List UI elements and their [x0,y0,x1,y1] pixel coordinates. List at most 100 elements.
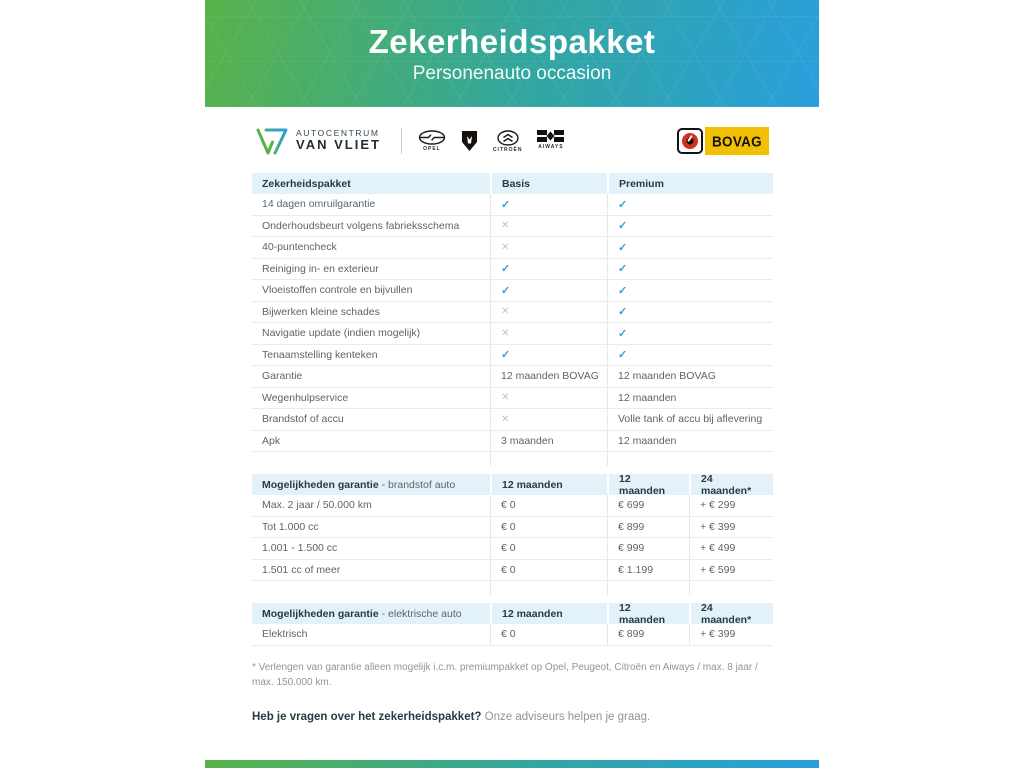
table-row: Max. 2 jaar / 50.000 km € 0 € 699 + € 299 [252,495,773,517]
cell-col3: + € 299 [689,495,773,516]
flyer-card: Zekerheidspakket Personenauto occasion A… [205,0,819,768]
bovag-badge-icon [676,128,703,154]
closing-answer: Onze adviseurs helpen je graag. [481,710,651,723]
aiways-label: AIWAYS [538,143,564,150]
cell-premium: Volle tank of accu bij aflevering [607,409,773,430]
cell-premium: 12 maanden BOVAG [607,366,773,387]
opel-logo: OPEL [418,129,446,152]
column-header-24m: 24 maanden* [689,473,773,497]
table-row: Onderhoudsbeurt volgens fabrieksschema ✕ ✓ [252,215,773,237]
page-title: Zekerheidspakket [368,22,656,60]
check-icon: ✓ [618,306,628,319]
citroen-logo: CITROËN [493,129,523,153]
check-icon: ✓ [618,241,628,254]
dealer-name-bottom: VAN VLIET [296,137,381,153]
cell-basis: ✕ [490,387,607,408]
closing-question: Heb je vragen over het zekerheidspakket? [252,710,482,723]
table-row: Tenaamstelling kenteken ✓ ✓ [252,344,773,366]
column-header-24m: 24 maanden* [689,602,773,626]
package-table: Zekerheidspakket Basis Premium 14 dagen … [252,173,773,466]
cell-premium: ✓ [607,301,773,322]
cell-col2: € 899 [607,624,689,645]
table-row: Wegenhulpservice ✕ 12 maanden [252,387,773,409]
cell-basis: ✕ [490,215,607,236]
fuel-table-body: Max. 2 jaar / 50.000 km € 0 € 699 + € 299 To… [252,495,773,581]
cell-premium: ✓ [607,280,773,301]
opel-icon [418,129,446,145]
package-table-body: 14 dagen omruilgarantie ✓ ✓ Onderhoudsbeurt… [252,194,773,452]
cell-col1: € 0 [490,516,607,537]
row-label: Tot 1.000 cc [262,520,319,533]
row-label: Vloeistoffen controle en bijvullen [262,284,413,297]
row-label: Garantie [262,370,303,383]
brand-logos: OPEL CITROËN [418,129,565,153]
footnote: * Verlengen van garantie alleen mogelijk… [252,661,758,688]
opel-label: OPEL [423,145,441,152]
fuel-table-header: Mogelijkheden garantie - brandstof auto … [252,473,773,497]
table-row: Bijwerken kleine schades ✕ ✓ [252,301,773,323]
package-table-header: Zekerheidspakket Basis Premium [252,173,773,194]
table-row: 1.001 - 1.500 cc € 0 € 999 + € 499 [252,538,773,560]
cross-icon: ✕ [501,241,510,253]
dealer-name-top: AUTOCENTRUM [296,127,380,138]
cell-col3: + € 499 [689,538,773,559]
column-header-package: Zekerheidspakket [252,173,490,194]
bovag-wordmark: BOVAG [704,126,769,156]
check-icon: ✓ [618,220,628,233]
cell-col1: € 0 [490,559,607,580]
fuel-warranty-table: Mogelijkheden garantie - brandstof auto … [252,473,773,595]
cell-col1: € 0 [490,538,607,559]
cell-basis: ✕ [490,323,607,344]
row-label: 1.001 - 1.500 cc [262,542,338,555]
electric-warranty-table: Mogelijkheden garantie - elektrische aut… [252,602,773,646]
row-label: Reiniging in- en exterieur [262,262,379,275]
column-header-12m-premium: 12 maanden [607,473,689,497]
cross-icon: ✕ [501,392,510,404]
bovag-logo: BOVAG [676,126,769,156]
row-label: Onderhoudsbeurt volgens fabrieksschema [262,219,460,232]
cell-premium: ✓ [607,344,773,365]
check-icon: ✓ [618,349,628,362]
check-icon: ✓ [618,263,628,276]
cell-col1: € 0 [490,624,607,645]
hero-banner: Zekerheidspakket Personenauto occasion [205,0,819,107]
table-row: Elektrisch € 0 € 899 + € 399 [252,624,773,646]
cell-col1: € 0 [490,495,607,516]
peugeot-icon [461,130,478,152]
peugeot-logo [461,130,478,153]
cell-premium: ✓ [607,323,773,344]
dealer-logo: AUTOCENTRUM VAN VLIET [255,126,381,156]
aiways-logo: AIWAYS [537,129,565,150]
column-header-12m-basis: 12 maanden [490,603,607,624]
table-row: Tot 1.000 cc € 0 € 899 + € 399 [252,516,773,538]
column-header-12m-premium: 12 maanden [607,602,689,626]
table-row: 14 dagen omruilgarantie ✓ ✓ [252,194,773,216]
row-label: Elektrisch [262,628,308,641]
cross-icon: ✕ [501,327,510,339]
cell-premium: 12 maanden [607,430,773,451]
column-header-fuel-label: Mogelijkheden garantie - brandstof auto [252,474,490,495]
cell-col2: € 1.199 [607,559,689,580]
row-label: Wegenhulpservice [262,391,349,404]
cell-premium: ✓ [607,194,773,215]
table-spacer [252,581,773,595]
cell-premium: 12 maanden [607,387,773,408]
table-row: Apk 3 maanden 12 maanden [252,430,773,452]
cell-col2: € 899 [607,516,689,537]
cross-icon: ✕ [501,306,510,318]
table-row: Brandstof of accu ✕ Volle tank of accu bij… [252,409,773,431]
table-row: Reiniging in- en exterieur ✓ ✓ [252,258,773,280]
check-icon: ✓ [618,327,628,340]
row-label: 1.501 cc of meer [262,563,341,576]
cell-basis: ✓ [490,194,607,215]
row-label: Brandstof of accu [262,413,344,426]
table-row: 40-puntencheck ✕ ✓ [252,237,773,259]
cell-premium: ✓ [607,237,773,258]
column-header-premium: Premium [607,173,773,194]
row-label: Tenaamstelling kenteken [262,348,378,361]
check-icon: ✓ [618,284,628,297]
row-label: Navigatie update (indien mogelijk) [262,327,421,340]
cell-premium: ✓ [607,215,773,236]
bottom-gradient-bar [205,760,819,768]
check-icon: ✓ [618,198,628,211]
